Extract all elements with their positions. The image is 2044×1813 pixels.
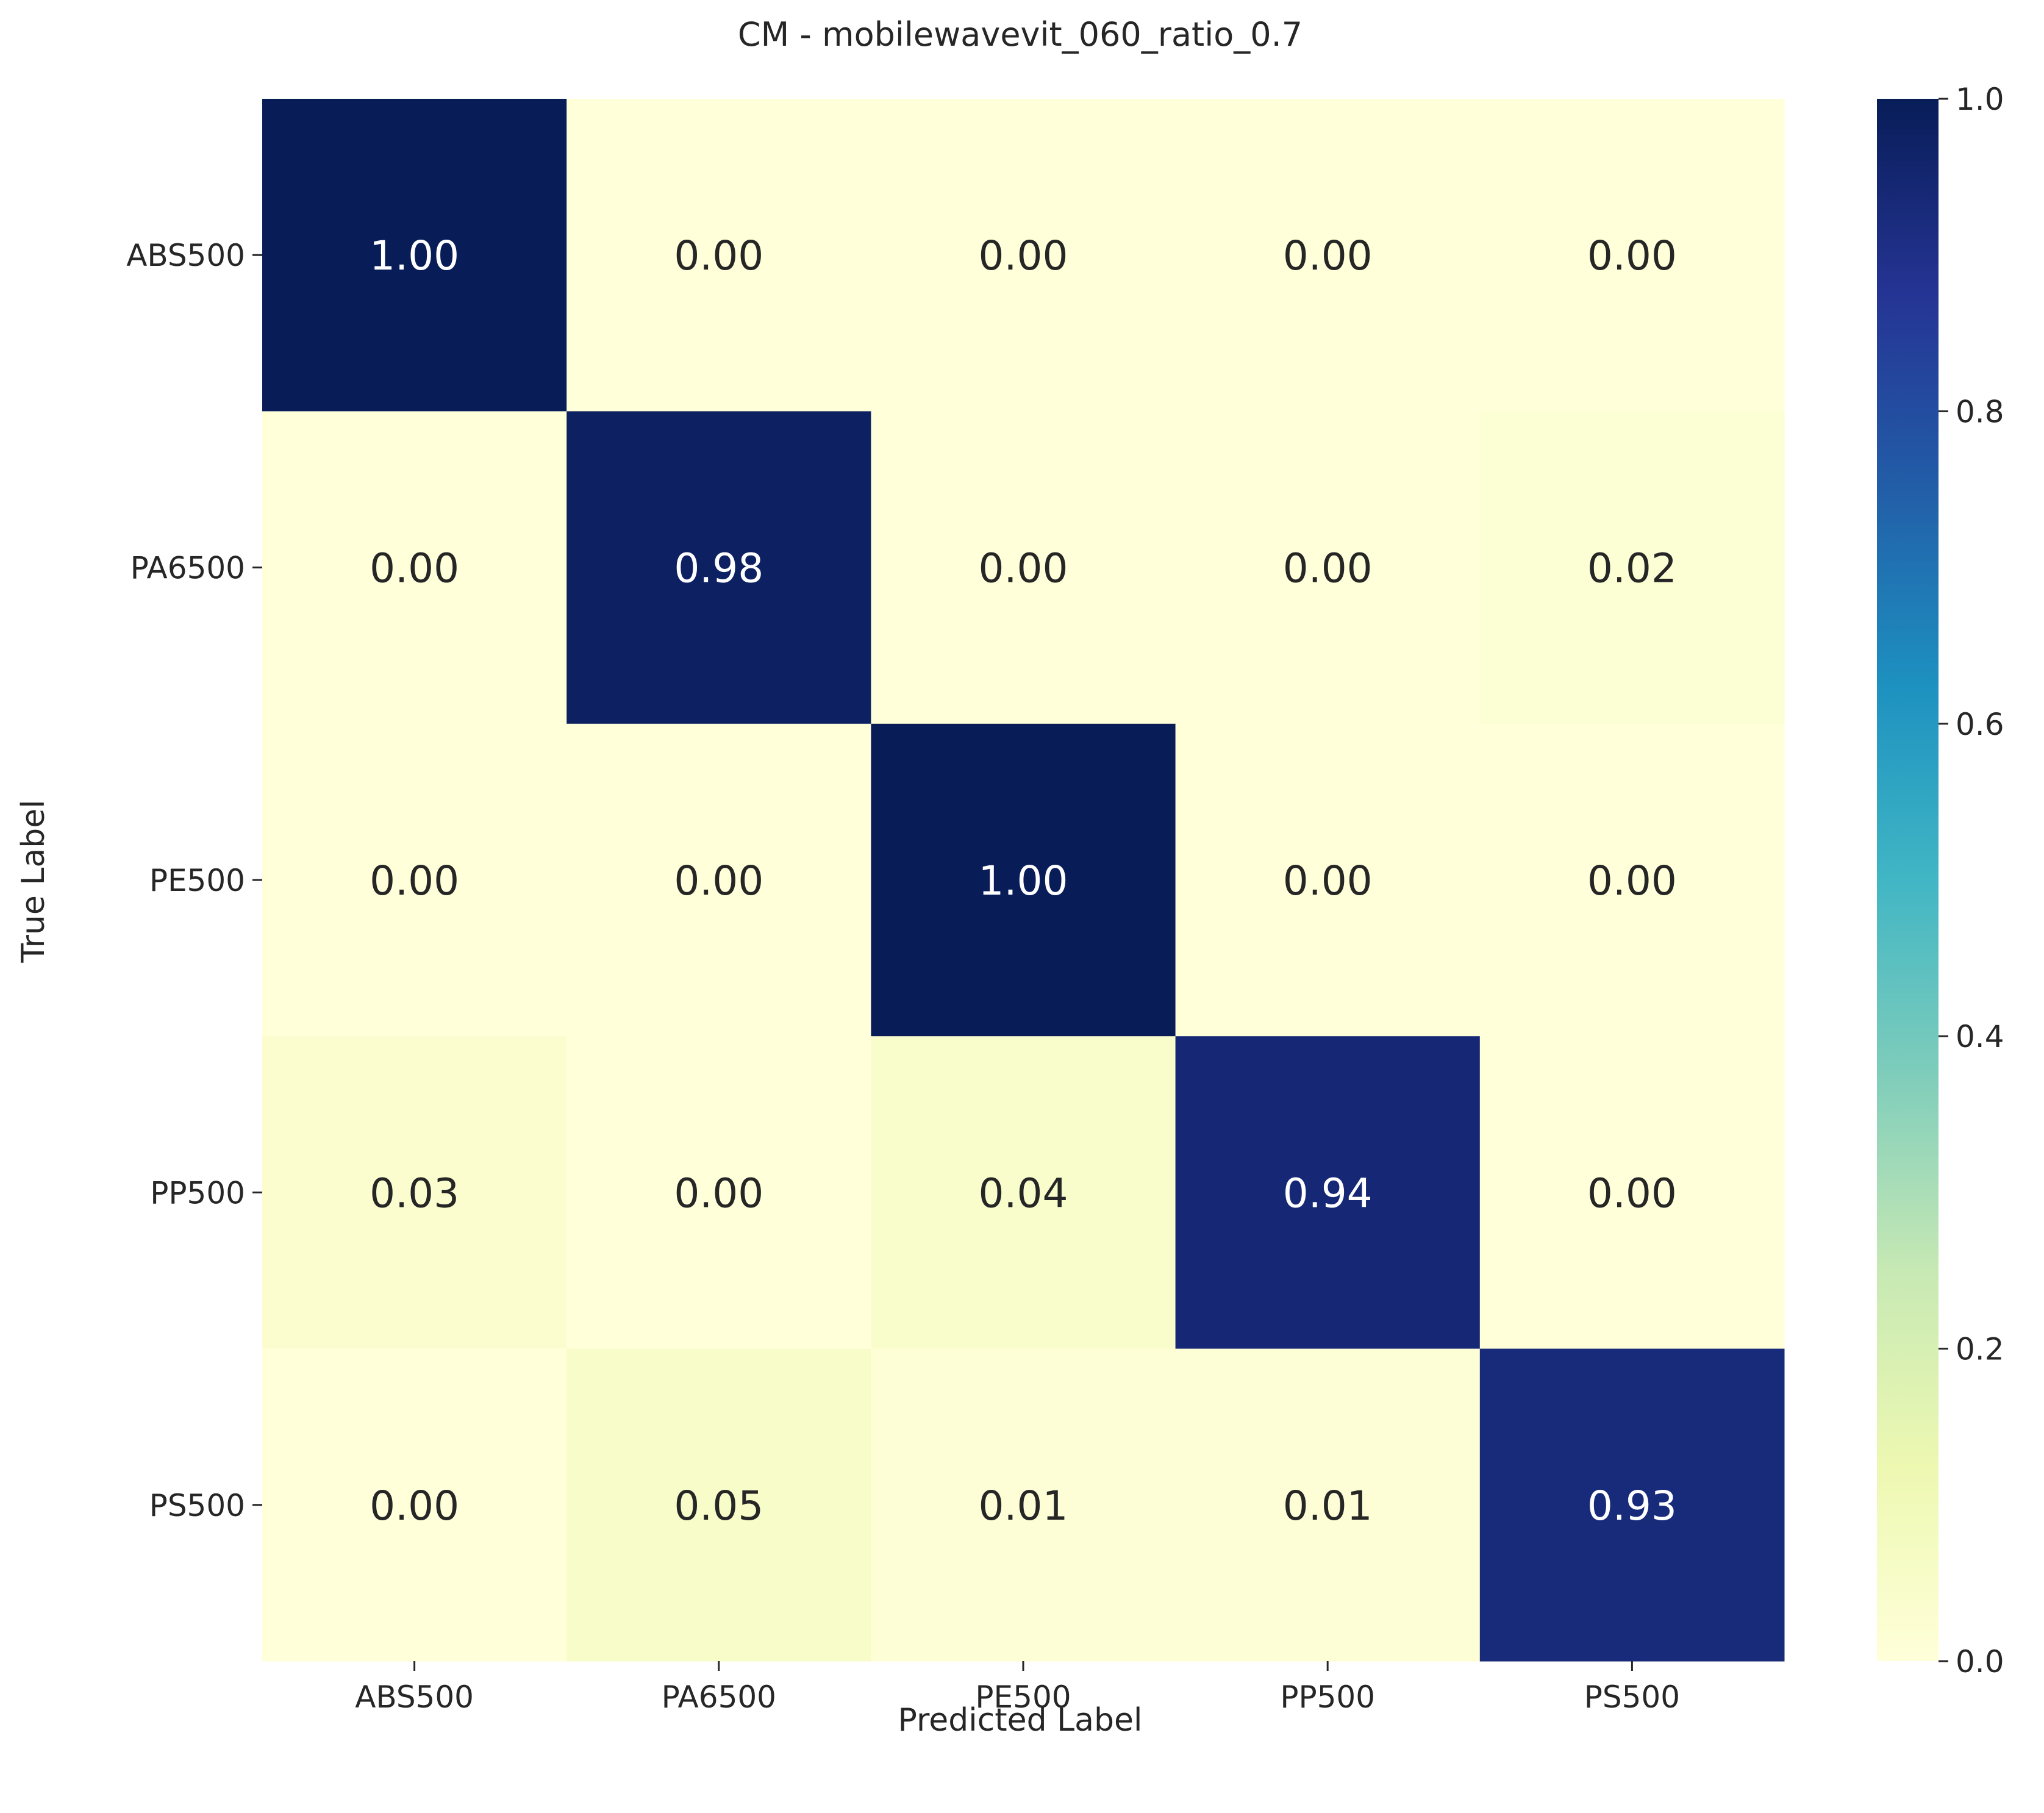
heatmap-cell xyxy=(1479,723,1785,1037)
colorbar-tick-label: 0.2 xyxy=(1956,1332,2004,1367)
heatmap-cells xyxy=(262,99,1785,1662)
cell-value-label: 1.00 xyxy=(370,232,459,279)
y-axis-label: True Label xyxy=(15,799,52,963)
y-tick-label: PE500 xyxy=(149,863,245,898)
heatmap-cell xyxy=(566,1036,871,1350)
x-tick-label: PS500 xyxy=(1584,1679,1680,1715)
cell-value-label: 0.00 xyxy=(1587,232,1677,279)
heatmap-cell xyxy=(262,411,567,724)
heatmap-cell xyxy=(871,411,1176,724)
colorbar-tick-label: 0.0 xyxy=(1956,1644,2004,1679)
heatmap-cell xyxy=(566,99,871,412)
heatmap-cell xyxy=(566,411,871,724)
chart-title: CM - mobilewavevit_060_ratio_0.7 xyxy=(738,15,1303,54)
cell-value-label: 0.00 xyxy=(674,232,763,279)
heatmap-cell xyxy=(566,723,871,1037)
y-tick-label: PP500 xyxy=(150,1175,245,1210)
cell-value-label: 0.93 xyxy=(1587,1482,1677,1529)
cell-value-label: 0.02 xyxy=(1587,545,1677,592)
cell-value-label: 0.05 xyxy=(674,1482,763,1529)
colorbar-tick-label: 0.6 xyxy=(1956,707,2004,742)
heatmap-cell xyxy=(871,99,1176,412)
colorbar-tick-label: 1.0 xyxy=(1956,82,2004,117)
y-axis-ticks: ABS500 PA6500 PE500 PP500 PS500 xyxy=(126,238,262,1523)
cell-value-label: 0.00 xyxy=(674,1170,763,1217)
heatmap-cell xyxy=(1175,723,1481,1037)
heatmap-cell xyxy=(262,1348,567,1662)
heatmap-cell xyxy=(1479,1348,1785,1662)
colorbar-tick-label: 0.8 xyxy=(1956,394,2004,429)
colorbar-tick-label: 0.4 xyxy=(1956,1019,2004,1054)
y-tick-label: PA6500 xyxy=(130,551,245,586)
heatmap-cell xyxy=(1175,99,1481,412)
heatmap-cell xyxy=(1479,411,1785,724)
heatmap-cell xyxy=(1175,411,1481,724)
cell-value-label: 0.01 xyxy=(979,1482,1068,1529)
heatmap-cell xyxy=(1479,99,1785,412)
x-axis-ticks: ABS500 PA6500 PE500 PP500 PS500 xyxy=(355,1661,1680,1715)
y-tick-label: PS500 xyxy=(149,1488,245,1523)
heatmap-cell xyxy=(262,1036,567,1350)
cell-value-label: 0.00 xyxy=(674,857,763,904)
cell-value-label: 0.00 xyxy=(1587,857,1677,904)
x-axis-label: Predicted Label xyxy=(898,1702,1143,1739)
heatmap-cell xyxy=(566,1348,871,1662)
cell-value-label: 0.00 xyxy=(1283,857,1373,904)
heatmap-cell xyxy=(262,99,567,412)
heatmap-cell-labels: 1.00 0.00 0.00 0.00 0.00 0.00 0.98 0.00 0.00 0.02… xyxy=(370,232,1677,1529)
cell-value-label: 0.00 xyxy=(370,545,459,592)
cell-value-label: 0.00 xyxy=(370,1482,459,1529)
cell-value-label: 0.98 xyxy=(674,545,763,592)
heatmap-cell xyxy=(262,723,567,1037)
heatmap-cell xyxy=(871,1036,1176,1350)
x-tick-label: PA6500 xyxy=(662,1679,776,1715)
cell-value-label: 0.00 xyxy=(1283,545,1373,592)
cell-value-label: 0.00 xyxy=(370,857,459,904)
cell-value-label: 0.00 xyxy=(1587,1170,1677,1217)
cell-value-label: 0.00 xyxy=(1283,232,1373,279)
x-tick-label: PE500 xyxy=(975,1679,1071,1715)
heatmap-cell xyxy=(1175,1036,1481,1350)
heatmap-cell xyxy=(1479,1036,1785,1350)
colorbar-ticks: 0.0 0.2 0.4 0.6 0.8 1.0 xyxy=(1939,82,2004,1679)
cell-value-label: 0.00 xyxy=(979,232,1068,279)
cell-value-label: 0.00 xyxy=(979,545,1068,592)
cell-value-label: 0.01 xyxy=(1283,1482,1373,1529)
cell-value-label: 0.94 xyxy=(1283,1170,1373,1217)
heatmap-cell xyxy=(871,1348,1176,1662)
heatmap-cell xyxy=(871,723,1176,1037)
cell-value-label: 0.03 xyxy=(370,1170,459,1217)
colorbar xyxy=(1877,99,1939,1661)
x-tick-label: ABS500 xyxy=(355,1679,474,1715)
x-tick-label: PP500 xyxy=(1280,1679,1375,1715)
heatmap-cell xyxy=(1175,1348,1481,1662)
cell-value-label: 1.00 xyxy=(979,857,1068,904)
cell-value-label: 0.04 xyxy=(979,1170,1068,1217)
y-tick-label: ABS500 xyxy=(126,238,245,273)
